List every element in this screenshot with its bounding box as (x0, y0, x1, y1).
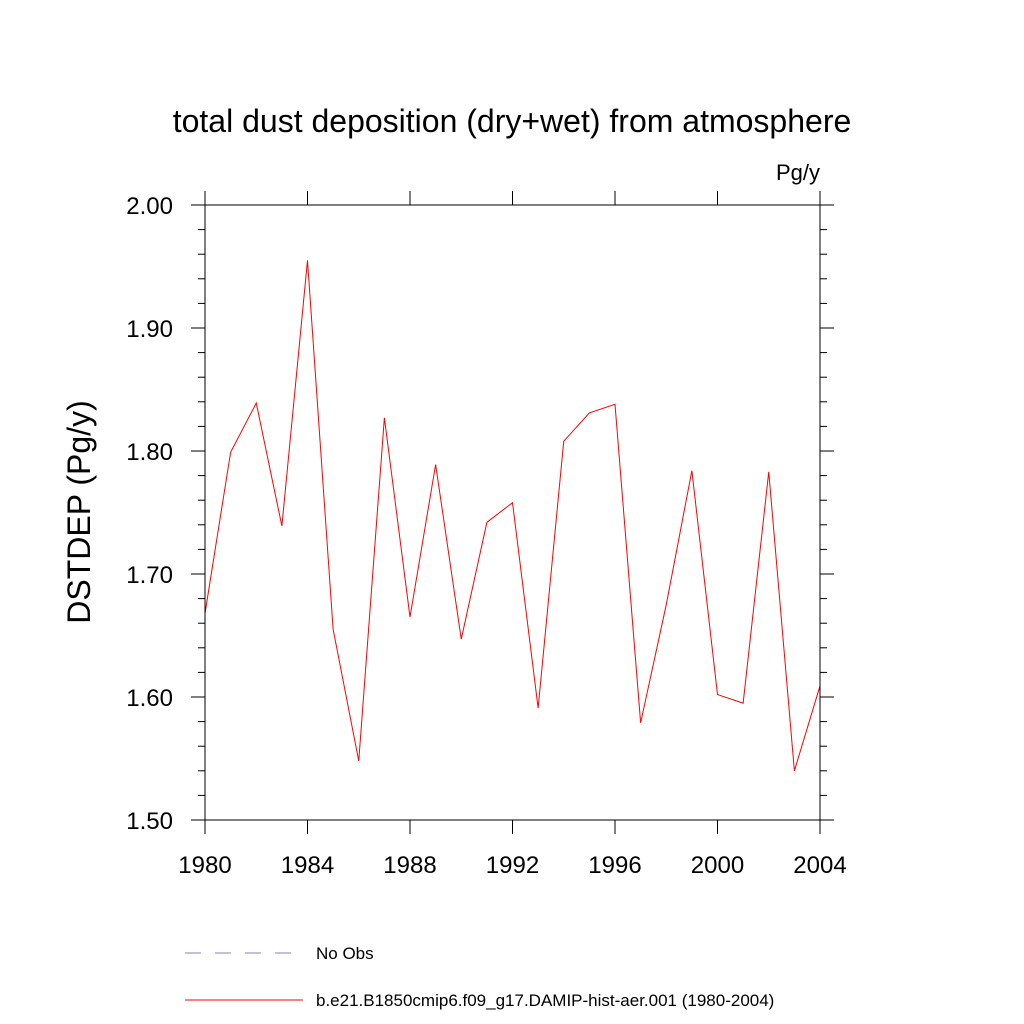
chart-title: total dust deposition (dry+wet) from atm… (173, 103, 852, 139)
y-tick-label: 1.60 (126, 685, 173, 712)
x-tick-label: 1988 (383, 852, 436, 879)
x-tick-label: 1996 (588, 852, 641, 879)
y-tick-label: 1.70 (126, 562, 173, 589)
series-line (204, 260, 821, 771)
x-tick-label: 1984 (281, 852, 334, 879)
tick-labels: 1980 1984 1988 1992 1996 2000 2004 1.50 1.60 1.70… (126, 193, 846, 879)
y-tick-label: 1.50 (126, 808, 173, 835)
x-tick-label: 1992 (486, 852, 539, 879)
legend-entry-label: b.e21.B1850cmip6.f09_g17.DAMIP-hist-aer.… (316, 991, 774, 1010)
y-tick-label: 1.80 (126, 439, 173, 466)
units-label: Pg/y (776, 160, 820, 185)
legend: No Obs b.e21.B1850cmip6.f09_g17.DAMIP-his… (185, 944, 774, 1010)
y-axis-label: DSTDEP (Pg/y) (61, 400, 97, 623)
legend-entry-label: No Obs (316, 944, 374, 963)
x-tick-label: 1980 (178, 852, 231, 879)
y-tick-label: 1.90 (126, 316, 173, 343)
axis-ticks (191, 191, 834, 834)
plot-frame (204, 204, 821, 821)
y-tick-label: 2.00 (126, 193, 173, 220)
series-layer (204, 260, 821, 771)
x-tick-label: 2000 (691, 852, 744, 879)
x-tick-label: 2004 (793, 852, 846, 879)
